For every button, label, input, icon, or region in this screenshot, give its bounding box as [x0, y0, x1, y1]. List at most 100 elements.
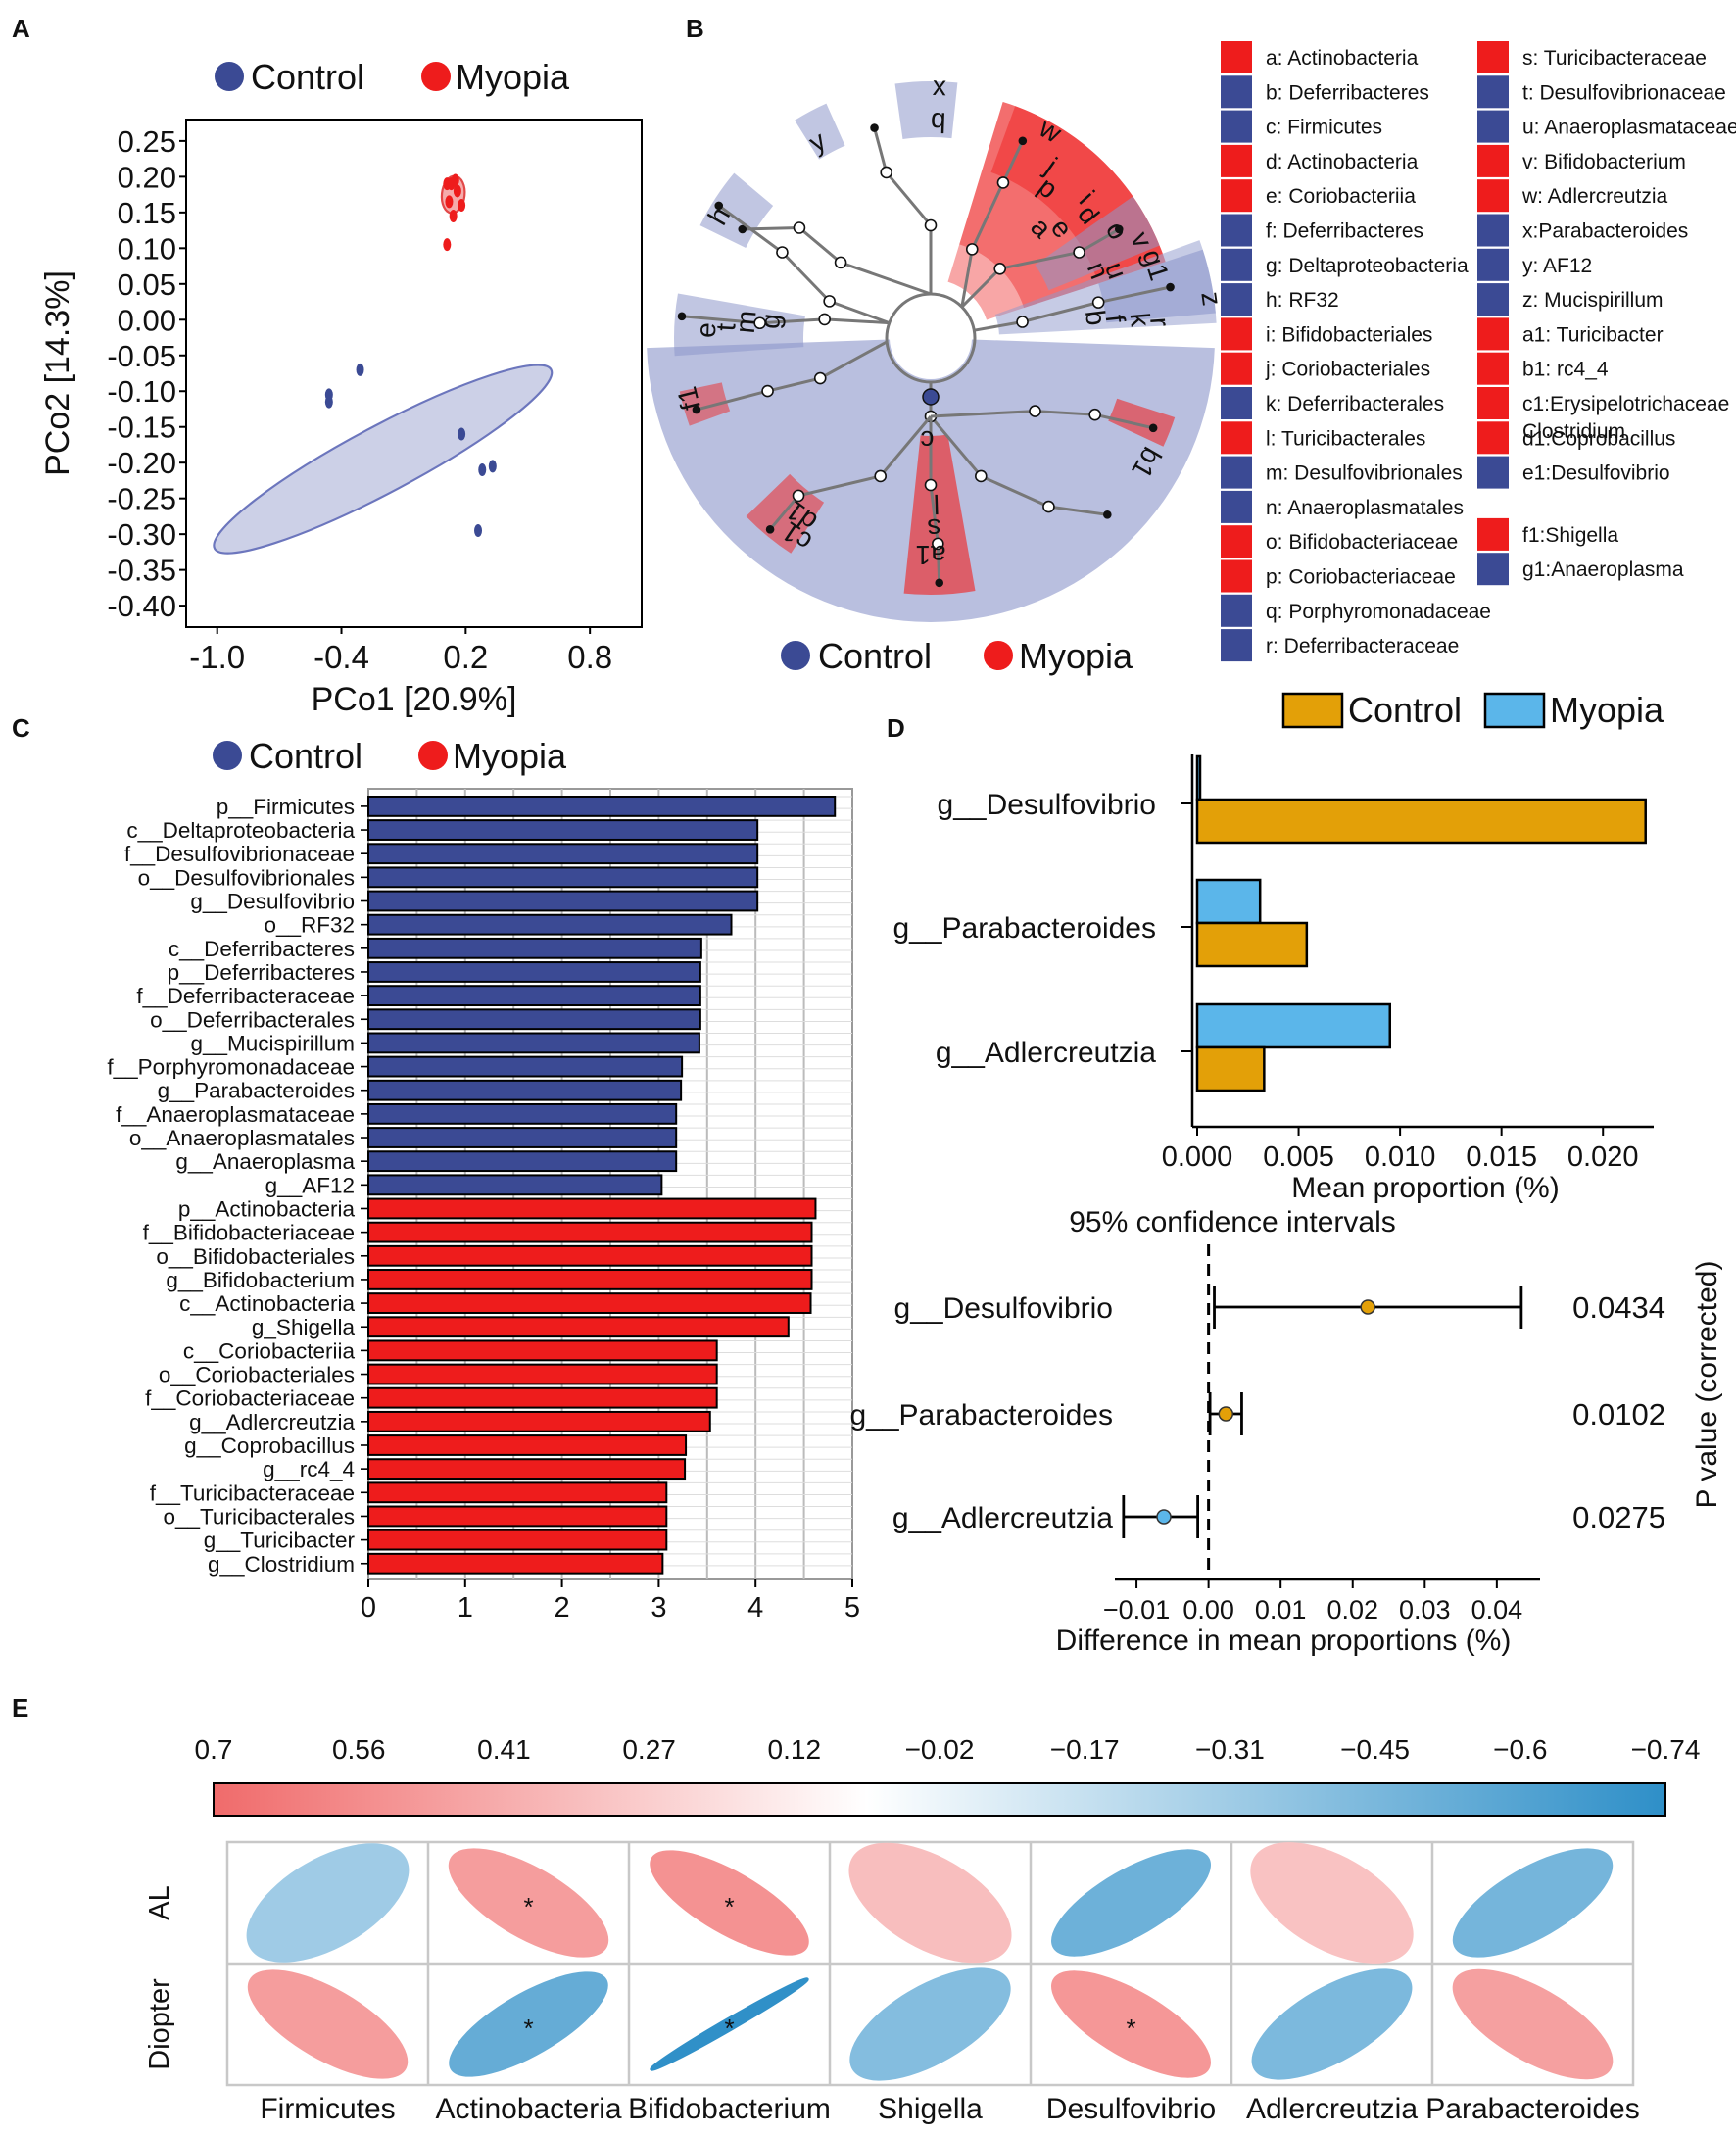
column-label: Shigella [878, 2093, 983, 2125]
lda-bar [367, 1505, 668, 1528]
y-tick-label: -0.15 [107, 411, 176, 445]
tree-branch [742, 225, 932, 296]
legend-swatch-j [1221, 352, 1252, 385]
legend-swatch-e [1221, 179, 1252, 213]
colorbar-tick-label: 0.27 [622, 1734, 676, 1765]
tree-node-label: b [1080, 309, 1112, 327]
correlation-ellipse [1250, 1842, 1414, 1964]
column-label: Adlercreutzia [1246, 2093, 1418, 2125]
correlation-heatmap: 0.7 0.56 0.41 0.27 0.12 −0.02 −0.17 −0.31 −0.45 −… [144, 1734, 1700, 2125]
x-tick-label: 0.005 [1263, 1141, 1334, 1173]
y-tick-label: -0.35 [107, 554, 176, 588]
tree-node-label: g [754, 312, 786, 330]
legend-swatch-r [1221, 629, 1252, 662]
colorbar-tick-label: −0.6 [1493, 1734, 1547, 1765]
category-label: f__Porphyromonadaceae [107, 1055, 355, 1080]
bar-myopia [1195, 1002, 1392, 1049]
x-tick-label: -1.0 [189, 639, 245, 675]
lda-bar [367, 1244, 813, 1267]
tree-node-label: z [1195, 290, 1228, 308]
legend-swatch-y [1477, 248, 1509, 281]
category-label: g__Coprobacillus [184, 1433, 355, 1458]
correlation-ellipse [849, 1967, 1011, 2081]
legend-label-y: y: AF12 [1522, 255, 1592, 277]
x-tick-label: 0.020 [1567, 1141, 1639, 1173]
lda-bar [367, 913, 733, 936]
legend-label-c: c: Firmicutes [1266, 117, 1382, 139]
x-tick-label: 0.02 [1326, 1595, 1378, 1625]
tree-branch [929, 416, 941, 583]
x-tick-label: −0.01 [1103, 1595, 1170, 1625]
legend-control-label: Control [251, 57, 364, 97]
x-tick-label: 3 [651, 1592, 666, 1624]
tree-node [1029, 405, 1041, 417]
category-label: f__Anaeroplasmataceae [116, 1102, 355, 1127]
p-value: 0.0275 [1572, 1500, 1665, 1534]
lda-bar [367, 1386, 718, 1409]
legend-swatch-s [1477, 41, 1509, 73]
category-label: g__Mucispirillum [190, 1031, 355, 1055]
legend-swatch-g [1221, 248, 1252, 281]
category-label: g__Desulfovibrio [190, 890, 355, 914]
x-tick-label: 0.2 [443, 639, 488, 675]
tree-node [924, 218, 938, 232]
category-label: o__Anaeroplasmatales [129, 1126, 355, 1150]
tree-node [738, 224, 747, 234]
lda-bar [367, 1055, 684, 1078]
lda-bar [367, 1127, 678, 1148]
correlation-ellipse [1051, 1849, 1211, 1957]
tree-node-label: x [932, 71, 946, 101]
category-label: o__Turicibacterales [163, 1504, 355, 1529]
category-label: g__AF12 [265, 1173, 355, 1197]
correlation-ellipse [448, 1848, 609, 1958]
legend-swatch-b1 [1477, 352, 1509, 385]
legend-label-a: a: Actinobacteria [1266, 47, 1419, 70]
sample-point-control [324, 395, 333, 409]
category-label: g__rc4_4 [263, 1457, 355, 1481]
x-tick-label: 5 [844, 1592, 860, 1624]
tree-node [753, 316, 766, 330]
legend-label-q: q: Porphyromonadaceae [1266, 601, 1491, 623]
category-label: g__Adlercreutzia [936, 1037, 1156, 1069]
legend-a: Control Myopia [215, 57, 570, 97]
correlation-ellipse [1452, 1848, 1614, 1958]
category-label: c__Coriobacteriia [183, 1338, 356, 1363]
y-tick-label: 0.05 [118, 267, 176, 302]
lda-bar [367, 1269, 813, 1290]
legend-swatch-t [1477, 75, 1509, 109]
legend-swatch-u [1477, 110, 1509, 143]
legend-myopia-marker [984, 641, 1013, 670]
tree-node [965, 243, 979, 256]
plot-frame [185, 119, 643, 628]
tree-branch [930, 410, 1154, 430]
legend-label-p: p: Coriobacteriaceae [1266, 566, 1456, 589]
tree-node [714, 201, 724, 211]
tree-branch [696, 340, 888, 412]
category-label: g_Shigella [252, 1315, 356, 1339]
significance-mark: * [523, 2014, 533, 2043]
x-tick-label: 0.8 [567, 639, 612, 675]
bar-myopia [1195, 878, 1262, 925]
tree-node [1091, 296, 1105, 309]
sample-point-myopia [449, 209, 458, 222]
legend-label-d1: d1:Coprobacillus [1522, 427, 1675, 450]
tree-node [823, 295, 836, 308]
legend-label-b: b: Deferribacteres [1266, 81, 1429, 104]
tree-node-label: l [933, 489, 940, 519]
clade-highlight-deltaproteobacteria [674, 293, 805, 357]
legend-label-a1: a1: Turicibacter [1522, 323, 1664, 346]
correlation-ellipse [650, 1850, 809, 1956]
x-tick-label: 0.01 [1255, 1595, 1307, 1625]
correlation-ellipse [449, 1971, 608, 2077]
lda-bar [367, 1008, 701, 1031]
legend-swatch-h [1221, 283, 1252, 316]
x-tick-label: 1 [458, 1592, 473, 1624]
lda-bar [367, 961, 701, 983]
lda-bar [367, 1102, 678, 1125]
legend-label-f: f: Deferribacteres [1266, 220, 1423, 243]
clade-highlight-turicibacter [903, 434, 976, 596]
y-tick-label: 0.00 [118, 303, 176, 337]
correlation-ellipse [848, 1842, 1012, 1964]
bar-myopia [1195, 754, 1202, 801]
lda-bar [367, 796, 837, 817]
